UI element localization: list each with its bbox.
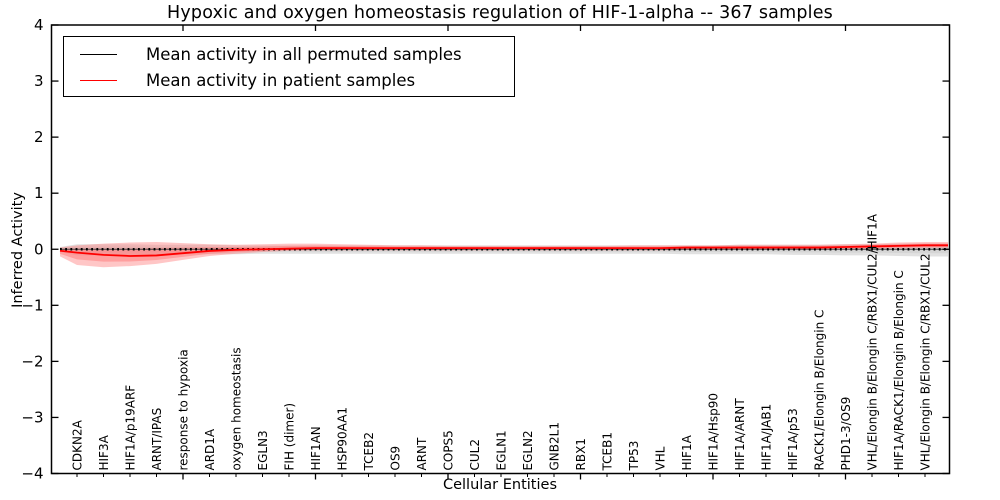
x-category-label: OS9	[389, 446, 403, 471]
legend-item-permuted: Mean activity in all permuted samples	[64, 41, 514, 67]
y-tick-label: 1	[34, 184, 44, 202]
x-category-label: GNB2L1	[548, 422, 562, 470]
y-axis-label: Inferred Activity	[10, 192, 26, 308]
x-category-label: EGLN1	[495, 430, 509, 470]
y-tick-label: −1	[21, 296, 43, 314]
y-tick-label: −3	[21, 408, 43, 426]
x-category-label: TCEB1	[601, 432, 615, 471]
x-category-label: RBX1	[574, 438, 588, 470]
legend-item-patient: Mean activity in patient samples	[64, 67, 514, 93]
x-category-label: CUL2	[468, 439, 482, 470]
y-tick-label: −2	[21, 352, 43, 370]
x-category-label: PHD1-3/OS9	[839, 397, 853, 471]
x-category-label: ARNT	[415, 437, 429, 471]
x-category-label: RACK1/Elongin B/Elongin C	[813, 310, 827, 471]
x-category-label: EGLN2	[521, 430, 535, 470]
x-category-label: VHL/Elongin B/Elongin C/RBX1/CUL2	[919, 253, 933, 470]
permuted-line-swatch	[80, 53, 117, 55]
x-axis-label: Cellular Entities	[442, 477, 558, 493]
x-category-label: FIH (dimer)	[283, 403, 297, 471]
x-category-label: HSP90AA1	[336, 407, 350, 471]
x-category-label: TP53	[627, 441, 641, 472]
x-category-label: EGLN3	[256, 430, 270, 470]
x-category-label: HIF3A	[97, 434, 111, 470]
legend: Mean activity in all permuted samples Me…	[63, 36, 515, 97]
x-category-label: HIF1A/p19ARF	[124, 385, 138, 471]
patient-line-swatch	[80, 79, 117, 81]
x-category-label: CDKN2A	[71, 419, 85, 470]
x-category-label: HIF1A/p53	[786, 408, 800, 470]
x-category-label: HIF1AN	[309, 426, 323, 470]
x-category-label: HIF1A/JAB1	[760, 404, 774, 471]
legend-label-patient: Mean activity in patient samples	[146, 70, 416, 90]
x-category-label: HIF1A/RACK1/Elongin B/Elongin C	[892, 270, 906, 470]
x-category-label: ARD1A	[203, 428, 217, 470]
patient-mean-line	[59, 244, 948, 257]
chart-title: Hypoxic and oxygen homeostasis regulatio…	[167, 3, 833, 23]
x-category-label: HIF1A	[680, 434, 694, 470]
x-category-label: HIF1A/ARNT	[733, 398, 747, 471]
x-category-label: VHL	[654, 446, 668, 470]
x-category-label: ARNT/IPAS	[150, 408, 164, 471]
x-category-label: VHL/Elongin B/Elongin C/RBX1/CUL2/HIF1A	[866, 213, 880, 470]
y-tick-label: 3	[34, 72, 44, 90]
y-tick-label: −4	[21, 465, 43, 483]
x-category-label: HIF1A/Hsp90	[707, 393, 721, 471]
y-tick-label: 0	[34, 240, 44, 258]
x-category-label: TCEB2	[362, 432, 376, 471]
legend-label-permuted: Mean activity in all permuted samples	[146, 44, 462, 64]
y-tick-label: 2	[34, 128, 44, 146]
x-category-label: oxygen homeostasis	[230, 347, 244, 470]
y-tick-label: 4	[34, 16, 44, 34]
x-category-label: response to hypoxia	[177, 349, 191, 470]
x-category-label: COPS5	[442, 430, 456, 470]
